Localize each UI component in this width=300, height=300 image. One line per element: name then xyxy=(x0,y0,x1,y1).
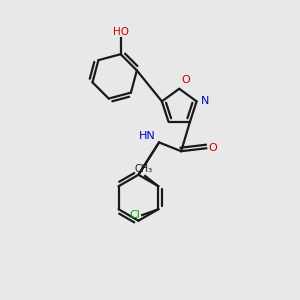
Text: Cl: Cl xyxy=(130,210,141,220)
Text: O: O xyxy=(182,75,190,85)
Text: HO: HO xyxy=(112,26,129,37)
Text: O: O xyxy=(208,143,217,153)
Text: HN: HN xyxy=(140,131,156,141)
Text: N: N xyxy=(201,96,209,106)
Text: CH₃: CH₃ xyxy=(134,164,153,175)
